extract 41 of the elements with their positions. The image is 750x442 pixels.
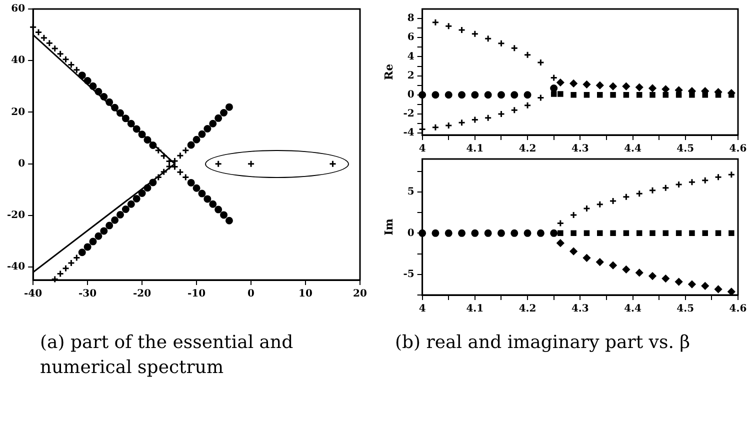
y-tick-label: 0	[18, 158, 26, 170]
y-tick-label: 60	[11, 4, 26, 15]
y-tick-label: 4	[407, 51, 414, 62]
x-tick-label: 4.4	[624, 144, 642, 155]
y-axis-title: Re	[382, 64, 396, 80]
x-tick-label: 4.6	[729, 304, 747, 315]
y-tick-label: 2	[407, 70, 414, 82]
x-tick-label: 20	[353, 288, 367, 300]
x-tick-label: 4	[418, 304, 426, 315]
x-tick-label: -30	[78, 288, 97, 300]
text: (b) real and imaginary part vs. β	[395, 331, 692, 355]
text: (a) part of the essential and numerical spectrum	[40, 331, 294, 380]
x-tick-label: 4.4	[624, 304, 642, 315]
x-tick-label: 4.5	[676, 304, 694, 315]
x-tick-label: -10	[187, 288, 206, 300]
x-tick-label: 4.1	[466, 304, 484, 315]
x-tick-label: 4.1	[466, 144, 484, 155]
y-tick-label: 0	[407, 228, 414, 239]
y-tick-label: 20	[11, 106, 26, 118]
y-tick-label: -4	[403, 128, 414, 139]
y-tick-label: 8	[407, 13, 414, 24]
x-tick-label: -20	[133, 288, 152, 300]
y-tick-label: -5	[403, 268, 414, 280]
y-tick-label: 0	[407, 90, 414, 101]
x-tick-label: 0	[248, 288, 255, 300]
x-tick-label: 4.6	[729, 144, 747, 155]
x-tick-label: -40	[24, 288, 42, 300]
y-tick-label: 40	[11, 55, 26, 66]
y-tick-label: 6	[407, 32, 414, 44]
y-tick-label: -40	[6, 262, 26, 273]
x-tick-label: 4.2	[518, 304, 536, 315]
x-tick-label: 4.3	[571, 144, 589, 155]
y-tick-label: 5	[407, 186, 414, 198]
x-tick-label: 10	[298, 288, 313, 300]
x-tick-label: 4.5	[676, 144, 694, 155]
x-tick-label: 4.3	[571, 304, 589, 315]
x-tick-label: 4.2	[518, 144, 536, 155]
y-tick-label: -20	[6, 210, 26, 222]
y-axis-title: Im	[382, 218, 396, 236]
x-tick-label: 4	[418, 144, 426, 155]
y-tick-label: -2	[403, 108, 414, 120]
